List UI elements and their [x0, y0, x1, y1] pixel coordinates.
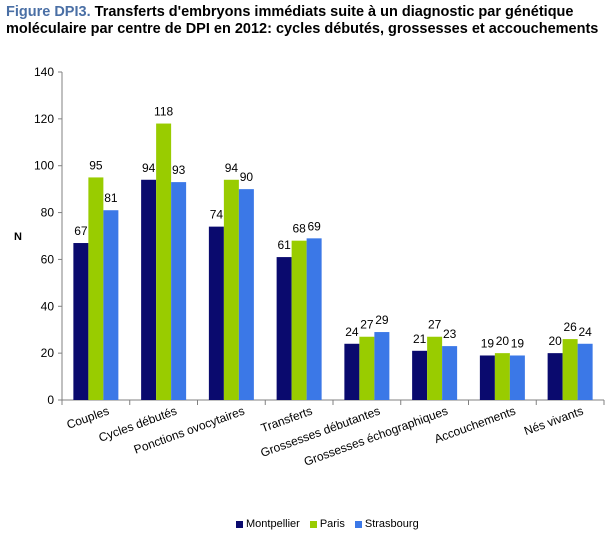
legend-swatch-paris: [309, 520, 317, 528]
bar-paris-4: [359, 336, 375, 400]
data-label: 93: [172, 163, 186, 177]
data-label: 81: [104, 191, 118, 205]
legend-item-montpellier: Montpellier: [236, 518, 300, 530]
y-tick-label: 60: [41, 252, 55, 266]
figure-prefix: Figure DPI3.: [6, 4, 91, 20]
chart-title: Figure DPI3. Transferts d'embryons imméd…: [6, 4, 606, 38]
x-category-label: Nés vivants: [522, 404, 585, 438]
bar-strasbourg-6: [509, 355, 525, 400]
y-tick-label: 140: [34, 65, 54, 79]
data-label: 26: [563, 320, 577, 334]
x-category-label: Couples: [65, 404, 111, 432]
data-label: 68: [292, 222, 306, 236]
y-axis-label: N: [14, 231, 22, 243]
data-label: 20: [548, 334, 562, 348]
data-label: 23: [443, 327, 457, 341]
bar-montpellier-1: [141, 179, 157, 400]
legend-label-strasbourg: Strasbourg: [364, 518, 419, 530]
data-label: 94: [225, 161, 239, 175]
data-label: 19: [481, 336, 495, 350]
bar-strasbourg-3: [306, 238, 322, 400]
y-tick-label: 20: [41, 346, 55, 360]
bar-paris-2: [223, 179, 239, 400]
legend-swatch-montpellier: [236, 520, 243, 528]
data-label: 90: [240, 170, 254, 184]
y-tick-label: 100: [34, 159, 54, 173]
bar-strasbourg-4: [374, 332, 390, 400]
bar-paris-7: [562, 339, 578, 400]
legend-item-strasbourg: Strasbourg: [354, 518, 419, 530]
bar-paris-3: [291, 240, 307, 400]
data-label: 20: [496, 334, 510, 348]
data-label: 61: [277, 238, 291, 252]
data-label: 74: [210, 208, 224, 222]
data-label: 69: [307, 219, 321, 233]
data-label: 27: [428, 318, 442, 332]
data-label: 24: [345, 325, 359, 339]
bar-montpellier-6: [479, 355, 495, 400]
y-tick-label: 80: [41, 206, 55, 220]
bar-strasbourg-2: [238, 189, 254, 400]
data-label: 67: [74, 224, 88, 238]
data-label: 19: [511, 336, 525, 350]
bar-montpellier-0: [73, 243, 89, 400]
bar-paris-5: [427, 336, 443, 400]
bar-strasbourg-5: [442, 346, 458, 400]
legend-item-paris: Paris: [309, 518, 345, 530]
y-tick-label: 120: [34, 112, 54, 126]
bar-strasbourg-0: [103, 210, 119, 400]
legend-swatch-strasbourg: [354, 520, 362, 528]
bar-strasbourg-1: [171, 182, 187, 400]
bar-montpellier-3: [276, 257, 292, 400]
bar-paris-1: [156, 123, 172, 401]
data-label: 29: [375, 313, 389, 327]
legend: Montpellier Paris Strasbourg: [236, 518, 419, 530]
figure-title-text: Transferts d'embryons immédiats suite à …: [6, 4, 599, 37]
x-category-label: Ponctions ovocytaires: [132, 404, 246, 457]
bar-montpellier-5: [412, 350, 428, 400]
bar-paris-6: [494, 353, 510, 400]
data-label: 94: [142, 161, 156, 175]
y-tick-label: 0: [47, 393, 54, 407]
bar-montpellier-4: [344, 343, 360, 400]
bar-paris-0: [88, 177, 104, 400]
legend-label-paris: Paris: [319, 518, 345, 530]
data-label: 24: [578, 325, 592, 339]
y-tick-label: 40: [41, 299, 55, 313]
legend-label-montpellier: Montpellier: [246, 518, 300, 530]
bar-montpellier-2: [208, 226, 224, 400]
data-label: 27: [360, 318, 374, 332]
data-label: 95: [89, 158, 103, 172]
bar-strasbourg-7: [577, 343, 593, 400]
data-label: 21: [413, 332, 427, 346]
bar-montpellier-7: [547, 353, 563, 400]
data-label: 118: [154, 105, 173, 119]
